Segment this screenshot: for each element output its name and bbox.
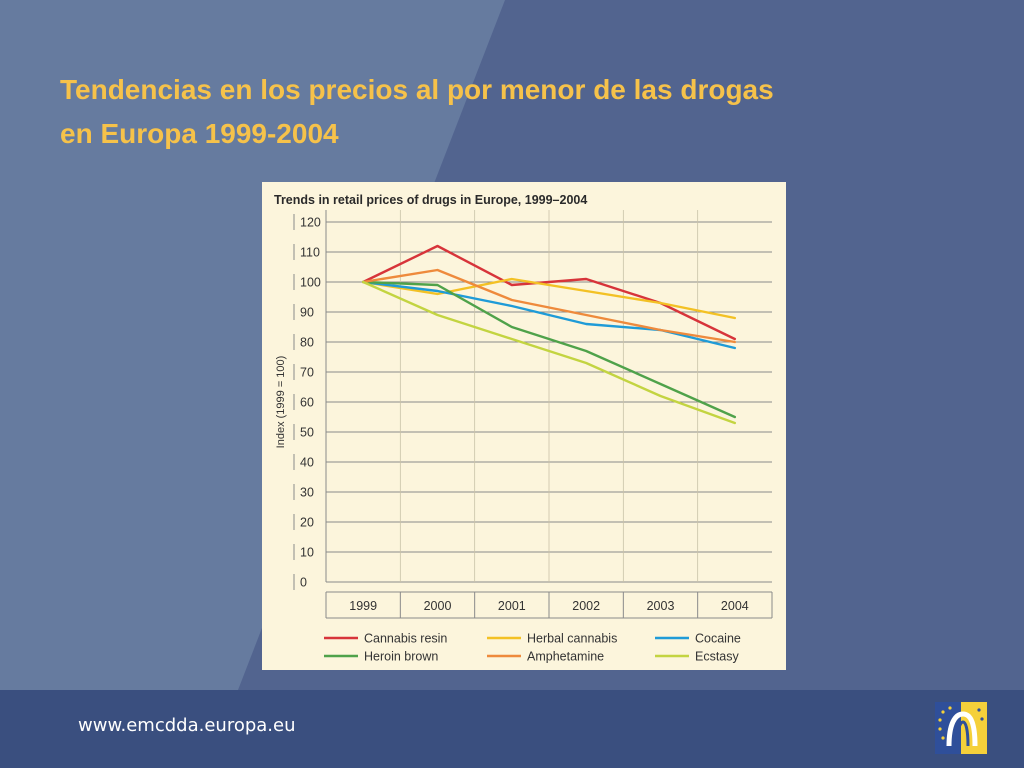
x-tick-label: 2001 xyxy=(498,599,526,613)
legend-label: Herbal cannabis xyxy=(527,632,617,646)
y-tick-label: 120 xyxy=(300,216,321,230)
chart-title: Trends in retail prices of drugs in Euro… xyxy=(274,193,587,207)
y-tick-label: 50 xyxy=(300,426,314,440)
legend-label: Heroin brown xyxy=(364,650,438,664)
y-tick-label: 30 xyxy=(300,486,314,500)
x-tick-label: 2003 xyxy=(647,599,675,613)
y-tick-label: 70 xyxy=(300,366,314,380)
y-tick-label: 0 xyxy=(300,576,307,590)
emcdda-logo-icon xyxy=(935,702,987,754)
legend-label: Amphetamine xyxy=(527,650,604,664)
x-tick-label: 1999 xyxy=(349,599,377,613)
legend-label: Cocaine xyxy=(695,632,741,646)
line-chart: Trends in retail prices of drugs in Euro… xyxy=(274,193,773,664)
footer-url[interactable]: www.emcdda.europa.eu xyxy=(78,715,296,736)
y-tick-label: 60 xyxy=(300,396,314,410)
series-line xyxy=(361,280,737,425)
slide-title-line-1: Tendencias en los precios al por menor d… xyxy=(60,74,774,105)
legend-label: Cannabis resin xyxy=(364,632,447,646)
series-line xyxy=(361,277,737,320)
y-tick-label: 100 xyxy=(300,276,321,290)
y-axis-label: Index (1999 = 100) xyxy=(275,356,287,449)
legend-label: Ecstasy xyxy=(695,650,740,664)
y-tick-label: 20 xyxy=(300,516,314,530)
slide-title: Tendencias en los precios al por menor d… xyxy=(60,68,960,156)
chart-panel: Trends in retail prices of drugs in Euro… xyxy=(262,182,786,670)
series-line xyxy=(361,244,737,341)
x-tick-label: 2002 xyxy=(572,599,600,613)
y-tick-label: 10 xyxy=(300,546,314,560)
slide-title-line-2: en Europa 1999-2004 xyxy=(60,118,339,149)
y-tick-label: 40 xyxy=(300,456,314,470)
footer-bar: www.emcdda.europa.eu xyxy=(0,690,1024,768)
x-tick-label: 2000 xyxy=(424,599,452,613)
y-tick-label: 110 xyxy=(300,246,320,260)
y-tick-label: 80 xyxy=(300,336,314,350)
series-line xyxy=(361,280,737,419)
series-line xyxy=(361,268,737,344)
x-tick-label: 2004 xyxy=(721,599,749,613)
background-shape xyxy=(0,0,505,690)
y-tick-label: 90 xyxy=(300,306,314,320)
